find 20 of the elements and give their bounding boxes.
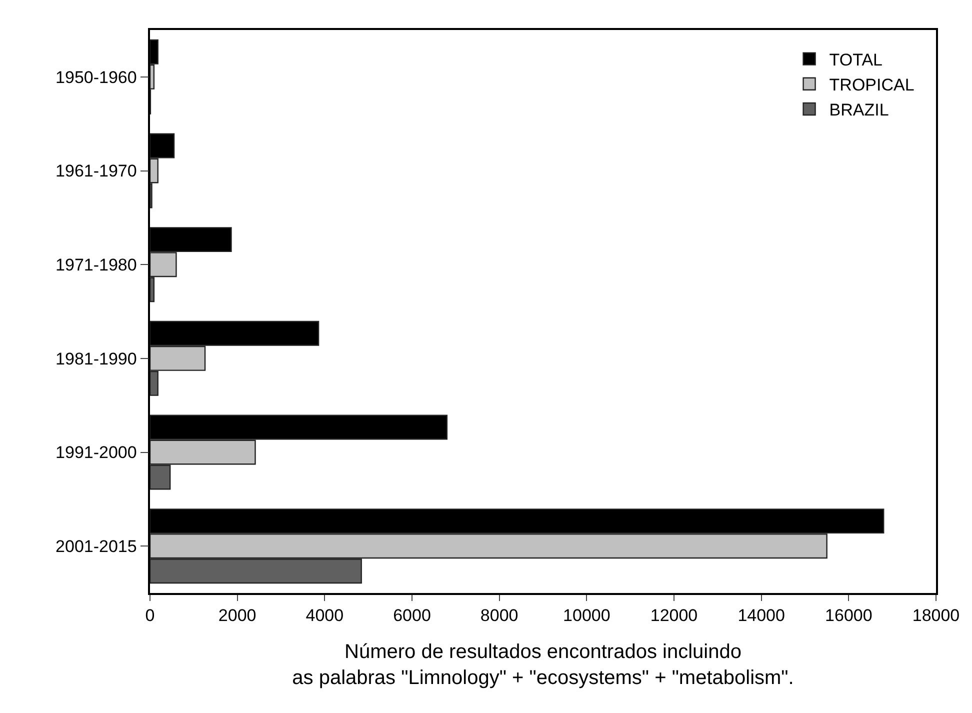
y-tick-label: 1971-1980 — [56, 256, 137, 275]
x-tick-label: 0 — [145, 606, 155, 626]
y-tick-label: 1961-1970 — [56, 162, 137, 181]
legend-label: BRAZIL — [829, 100, 889, 120]
x-tick-label: 14000 — [738, 606, 785, 626]
x-tick-label: 16000 — [825, 606, 872, 626]
y-tick-label: 1981-1990 — [56, 349, 137, 368]
x-axis-title: Número de resultados encontrados incluindo as palabras "Limnology" + "ecosystems" + "metabolism". — [292, 641, 794, 690]
x-tick-label: 2000 — [218, 606, 256, 626]
x-tick-label: 6000 — [393, 606, 431, 626]
legend-label: TROPICAL — [829, 76, 914, 95]
x-tick-label: 18000 — [912, 606, 960, 626]
x-tick-label: 4000 — [306, 606, 344, 626]
y-tick-label: 2001-2015 — [56, 537, 137, 556]
x-tick-label: 10000 — [563, 606, 610, 626]
x-tick-label: 12000 — [650, 606, 698, 626]
y-tick-label: 1991-2000 — [56, 443, 137, 462]
legend-label: TOTAL — [829, 50, 882, 70]
y-tick-label: 1950-1960 — [56, 68, 137, 87]
x-tick-label: 8000 — [480, 606, 518, 626]
